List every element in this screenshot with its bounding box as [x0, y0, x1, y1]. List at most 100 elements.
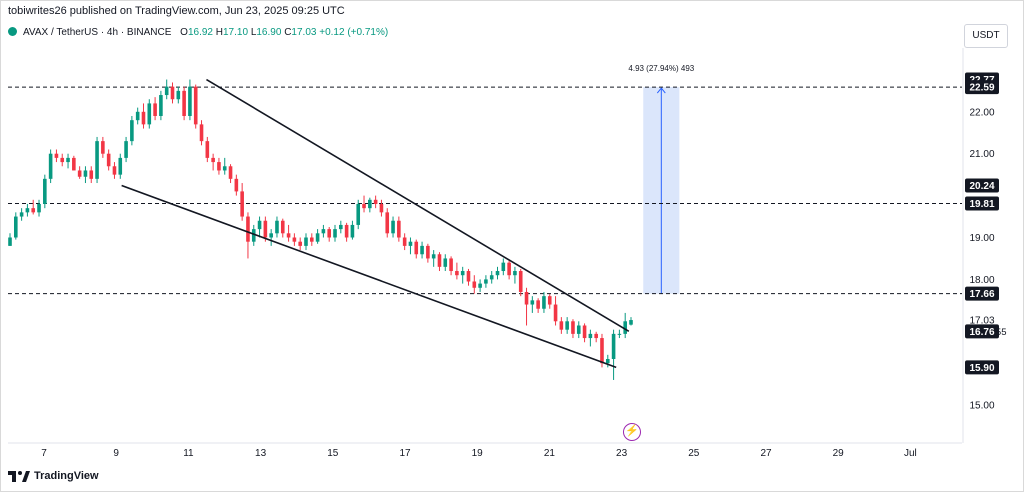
candle-body — [141, 111, 146, 125]
candle-body — [8, 237, 12, 246]
candle — [542, 291, 546, 313]
candle — [37, 199, 41, 217]
candle-body — [280, 220, 285, 234]
x-tick-label: 13 — [255, 448, 267, 459]
candle — [43, 174, 47, 209]
tradingview-logo[interactable]: TradingView — [8, 470, 99, 482]
candle-body — [124, 141, 128, 158]
candle — [217, 157, 221, 175]
candle — [484, 275, 488, 288]
candle-body — [611, 333, 616, 360]
candle — [501, 258, 506, 276]
candle — [385, 208, 390, 238]
currency-button[interactable]: USDT — [964, 24, 1008, 48]
candle — [478, 279, 482, 292]
x-tick-label: 7 — [41, 448, 47, 459]
candle-body — [460, 271, 465, 276]
candle-body — [600, 338, 604, 364]
candle-body — [379, 203, 384, 213]
candle — [460, 266, 465, 284]
candle-body — [304, 237, 308, 246]
candle-body — [135, 111, 140, 121]
candle-body — [350, 224, 355, 238]
candle — [193, 84, 198, 129]
candle — [147, 99, 152, 129]
candle — [571, 319, 575, 339]
candle-body — [588, 333, 593, 339]
candle — [565, 317, 569, 334]
price-tag-text: 22.59 — [969, 83, 994, 94]
candle-body — [571, 321, 575, 334]
candle-body — [77, 170, 82, 177]
candle — [582, 323, 587, 343]
candle-body — [269, 233, 273, 238]
lightning-event-icon[interactable]: ⚡ — [623, 423, 641, 441]
candle-body — [466, 271, 471, 282]
candle — [234, 174, 239, 196]
candle-body — [553, 304, 558, 322]
symbol-info-bar: AVAX / TetherUS · 4h · BINANCE O16.92 H1… — [8, 27, 388, 38]
candle-body — [391, 220, 395, 234]
candle — [164, 79, 169, 100]
candle-body — [48, 153, 53, 179]
measure-arrow-head — [656, 87, 666, 94]
x-tick-label: 15 — [327, 448, 339, 459]
candle — [170, 82, 175, 104]
high-value: 17.10 — [223, 27, 249, 38]
symbol-name[interactable]: AVAX / TetherUS · 4h · BINANCE — [23, 27, 172, 38]
candle-body — [309, 237, 314, 242]
candle-body — [101, 141, 105, 154]
candle — [327, 227, 332, 242]
candle — [106, 149, 111, 171]
candle — [489, 271, 494, 284]
candle-body — [205, 141, 210, 158]
price-chart[interactable]: 4.93 (27.94%) 493 7 9 11 13 15 17 19 21 23 25 27 29 J… — [0, 0, 1022, 462]
candle — [426, 243, 430, 263]
candle — [228, 164, 233, 184]
candle-body — [222, 166, 227, 171]
candle-body — [83, 170, 88, 177]
candle — [350, 220, 355, 240]
candle — [101, 136, 105, 158]
candle — [77, 166, 82, 179]
candle-body — [420, 245, 424, 255]
candle-body — [455, 271, 459, 276]
candle — [48, 149, 53, 184]
candle — [124, 136, 128, 163]
candle — [553, 296, 558, 326]
candle-body — [211, 157, 215, 163]
candle — [495, 266, 500, 280]
candle-body — [72, 157, 76, 171]
price-tag: 19.81 — [965, 196, 999, 211]
open-label: O — [180, 27, 188, 38]
x-tick-label: Jul — [904, 448, 917, 459]
wedge-lower-trendline — [121, 184, 617, 369]
candle — [321, 224, 326, 238]
candle-body — [582, 325, 587, 339]
candle — [617, 329, 622, 339]
price-tag-text: 17.66 — [969, 289, 994, 300]
candle — [524, 287, 529, 326]
candle — [118, 153, 123, 179]
candle-body — [576, 325, 581, 334]
candle — [391, 216, 395, 238]
change-value: +0.12 (+0.71%) — [319, 27, 389, 38]
candle-body — [188, 86, 192, 116]
candle — [251, 224, 256, 246]
candle-body — [130, 120, 134, 142]
candle — [437, 252, 442, 272]
open-value: 16.92 — [187, 27, 213, 38]
candle-body — [437, 254, 442, 267]
candle — [368, 197, 372, 213]
market-status-icon — [8, 27, 17, 36]
price-tag-bg — [965, 196, 999, 211]
candle-body — [176, 90, 181, 100]
price-tag-bg — [965, 324, 999, 339]
candle — [339, 220, 343, 234]
close-label: C — [284, 27, 292, 38]
price-tag-text: 15.90 — [969, 363, 994, 374]
candle — [298, 237, 302, 251]
candle-body — [356, 203, 361, 225]
candle — [414, 239, 419, 259]
candle — [309, 233, 314, 246]
